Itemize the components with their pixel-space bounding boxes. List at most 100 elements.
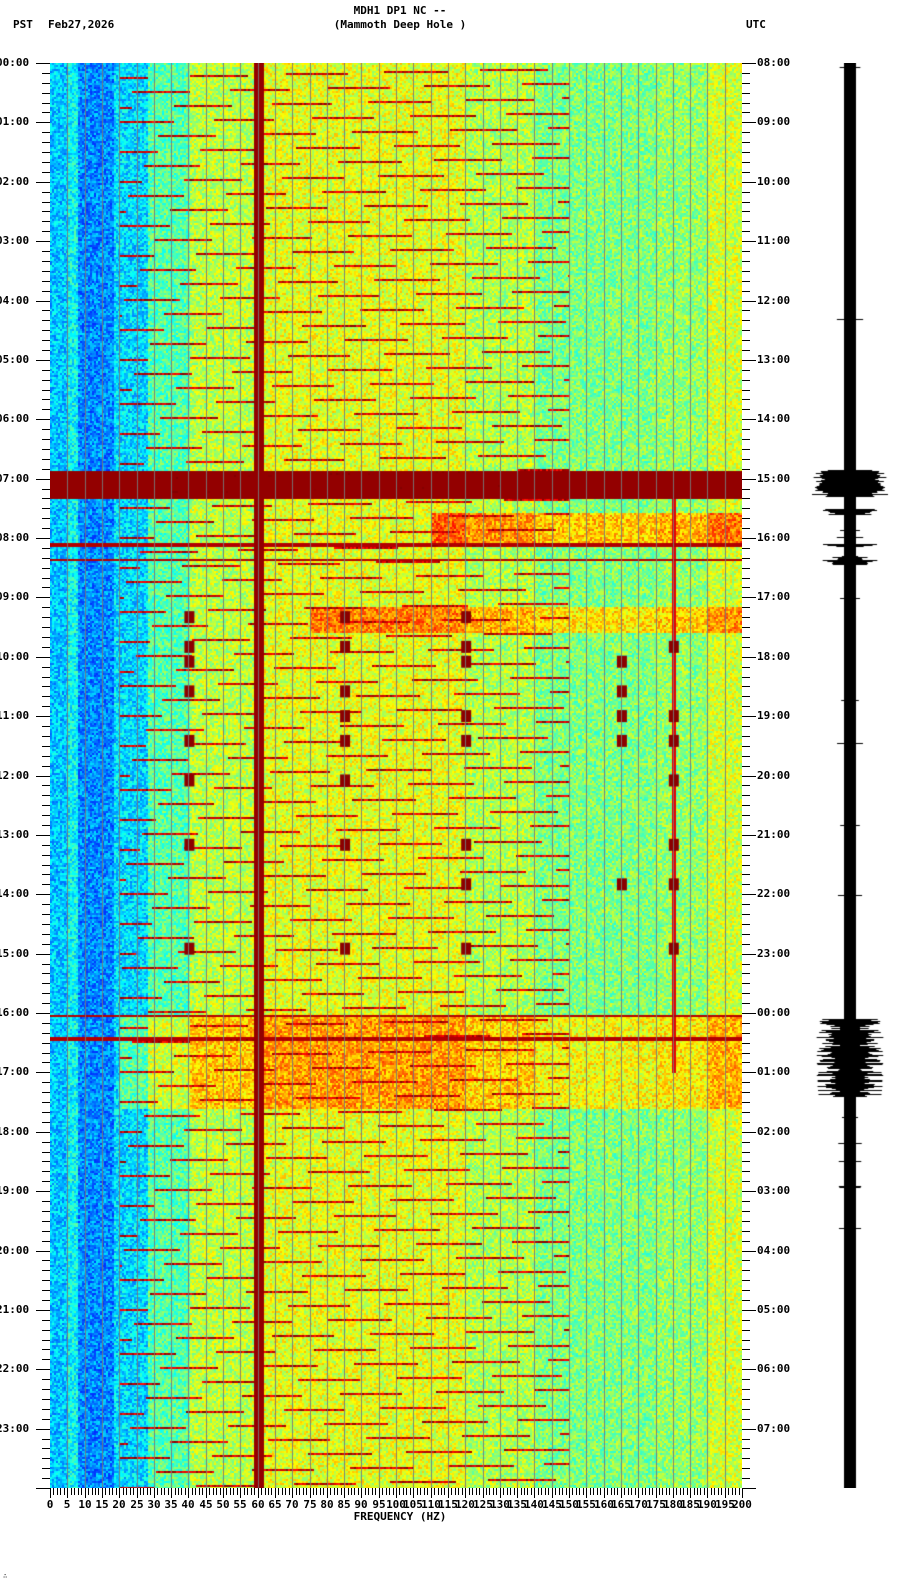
x-tick: [358, 1488, 359, 1495]
y-tick-left: [42, 350, 50, 351]
x-tick-label: 155: [576, 1498, 596, 1511]
x-tick: [285, 1488, 286, 1495]
x-tick: [694, 1488, 695, 1495]
x-tick: [638, 1488, 639, 1498]
x-tick: [607, 1488, 608, 1495]
y-tick-right: [742, 934, 750, 935]
x-tick-label: 200: [732, 1498, 752, 1511]
y-tick-left: [36, 182, 50, 183]
y-tick-left: [42, 1458, 50, 1459]
y-tick-right: [742, 1082, 750, 1083]
y-tick-right: [742, 1092, 750, 1093]
x-tick: [365, 1488, 366, 1495]
y-tick-left: [42, 686, 50, 687]
y-tick-left: [42, 202, 50, 203]
y-tick-right: [742, 1478, 750, 1479]
y-tick-right: [742, 192, 750, 193]
y-tick-left: [42, 587, 50, 588]
y-tick-left: [42, 103, 50, 104]
x-tick: [586, 1488, 587, 1498]
x-tick: [337, 1488, 338, 1495]
x-tick: [168, 1488, 169, 1495]
y-tick-right: [742, 964, 750, 965]
y-tick-left: [42, 1439, 50, 1440]
x-tick: [310, 1488, 311, 1498]
x-tick: [431, 1488, 432, 1498]
y-tick-right: [742, 667, 750, 668]
y-tick-left: [42, 964, 50, 965]
y-tick-left: [42, 1300, 50, 1301]
y-tick-label-utc: 22:00: [757, 887, 791, 900]
y-tick-left: [36, 1132, 50, 1133]
x-tick: [296, 1488, 297, 1495]
x-tick: [611, 1488, 612, 1495]
x-tick-label: 130: [490, 1498, 510, 1511]
x-tick: [714, 1488, 715, 1495]
y-tick-right: [742, 152, 750, 153]
y-tick-left: [42, 1221, 50, 1222]
x-tick-label: 125: [473, 1498, 493, 1511]
y-tick-label-pst: 20:00: [0, 1244, 30, 1257]
y-tick-left: [42, 578, 50, 579]
y-tick-right: [742, 479, 756, 480]
y-tick-left: [42, 1419, 50, 1420]
y-tick-right: [742, 716, 756, 717]
x-tick: [444, 1488, 445, 1495]
y-tick-left: [42, 756, 50, 757]
x-tick: [171, 1488, 172, 1498]
y-tick-left: [36, 776, 50, 777]
y-tick-right: [742, 1310, 756, 1311]
x-tick: [576, 1488, 577, 1495]
y-tick-right: [742, 1211, 750, 1212]
y-tick-left: [42, 449, 50, 450]
y-tick-left: [42, 1379, 50, 1380]
x-tick: [562, 1488, 563, 1495]
x-tick: [621, 1488, 622, 1498]
y-tick-left: [42, 1270, 50, 1271]
y-tick-right: [742, 766, 750, 767]
y-tick-left: [36, 954, 50, 955]
y-tick-right: [742, 409, 750, 410]
x-tick: [417, 1488, 418, 1495]
y-tick-right: [742, 429, 750, 430]
x-tick: [102, 1488, 103, 1498]
x-tick: [251, 1488, 252, 1495]
y-tick-label-pst: 06:00: [0, 412, 30, 425]
y-tick-label-pst: 17:00: [0, 1065, 30, 1078]
y-tick-label-pst: 23:00: [0, 1422, 30, 1435]
y-tick-right: [742, 1062, 750, 1063]
y-tick-label-pst: 12:00: [0, 769, 30, 782]
y-tick-right: [742, 1419, 750, 1420]
y-tick-right: [742, 538, 756, 539]
x-tick: [316, 1488, 317, 1495]
y-tick-label-utc: 16:00: [757, 531, 791, 544]
y-tick-right: [742, 380, 750, 381]
y-tick-left: [42, 667, 50, 668]
x-tick: [669, 1488, 670, 1495]
y-tick-left: [42, 1092, 50, 1093]
y-tick-label-pst: 08:00: [0, 531, 30, 544]
y-tick-left: [42, 558, 50, 559]
y-tick-label-utc: 17:00: [757, 590, 791, 603]
y-tick-left: [42, 1290, 50, 1291]
y-tick-left: [42, 1003, 50, 1004]
y-tick-left: [36, 241, 50, 242]
x-tick: [420, 1488, 421, 1495]
y-tick-label-utc: 23:00: [757, 947, 791, 960]
x-tick: [161, 1488, 162, 1495]
x-tick-label: 160: [594, 1498, 614, 1511]
y-tick-left: [42, 637, 50, 638]
x-tick: [181, 1488, 182, 1495]
x-tick-label: 25: [130, 1498, 144, 1511]
y-tick-right: [742, 944, 750, 945]
spectrogram-plot: [50, 63, 742, 1488]
x-tick: [448, 1488, 449, 1498]
y-tick-right: [742, 390, 750, 391]
y-tick-left: [42, 1359, 50, 1360]
y-tick-right: [742, 1142, 750, 1143]
y-tick-right: [742, 1112, 750, 1113]
y-tick-right: [742, 973, 750, 974]
y-tick-right: [742, 1122, 750, 1123]
x-tick: [50, 1488, 51, 1498]
x-tick: [438, 1488, 439, 1495]
